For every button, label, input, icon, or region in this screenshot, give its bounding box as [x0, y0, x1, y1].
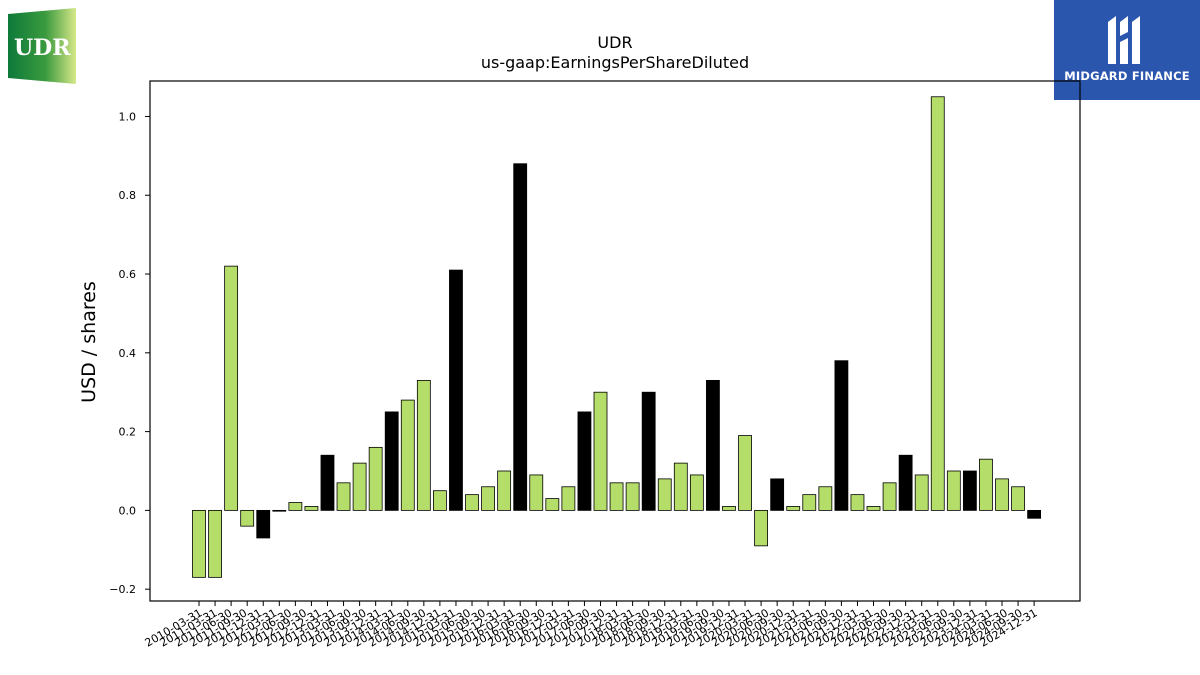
bar-15: [432, 490, 447, 511]
y-ticks-group: −0.2 0.0 0.2 0.4 0.6 0.8 1.0: [109, 110, 150, 596]
y-tick-label: 0.4: [119, 347, 137, 360]
bar-34: [738, 435, 752, 511]
bar-36: [770, 478, 785, 511]
bar-39: [818, 486, 833, 511]
bar-17: [465, 494, 479, 511]
bar-42: [866, 506, 881, 511]
bar-1: [208, 509, 222, 578]
bar-51: [1011, 486, 1025, 511]
bars-group: [192, 96, 1042, 578]
midgard-emblem-icon: [1108, 16, 1140, 64]
bar-7: [304, 506, 319, 511]
bar-37: [786, 506, 801, 511]
udr-logo: UDR: [8, 8, 76, 84]
y-tick-label: 0.8: [119, 189, 137, 202]
bar-50: [995, 478, 1009, 511]
midgard-finance-logo: MIDGARD FINANCE: [1054, 0, 1200, 100]
bar-5: [272, 509, 287, 512]
bar-52: [1027, 509, 1042, 519]
bar-21: [529, 474, 544, 511]
bar-13: [400, 399, 415, 511]
midgard-logo-text: MIDGARD FINANCE: [1064, 69, 1190, 83]
bar-27: [625, 482, 640, 511]
bar-8: [320, 454, 335, 511]
bar-18: [481, 486, 495, 511]
bar-30: [673, 462, 688, 511]
chart-subtitle: us-gaap:EarningsPerShareDiluted: [481, 53, 749, 72]
bar-23: [561, 486, 576, 511]
bar-14: [416, 379, 431, 511]
bar-47: [946, 470, 961, 511]
bar-24: [577, 411, 592, 511]
y-tick-label: 1.0: [119, 110, 137, 123]
y-tick-label: 0.6: [119, 268, 137, 281]
bar-44: [898, 454, 913, 511]
bar-46: [930, 96, 945, 511]
udr-logo-text: UDR: [14, 35, 71, 61]
y-axis-label: USD / shares: [78, 281, 100, 403]
bar-10: [352, 462, 367, 511]
bar-33: [722, 506, 736, 511]
y-tick-label: −0.2: [109, 583, 136, 596]
bar-32: [706, 379, 720, 511]
bar-2: [224, 265, 239, 511]
bar-9: [336, 482, 351, 511]
plot-frame: [149, 80, 1081, 602]
bar-25: [593, 391, 608, 511]
chart-title: UDR: [597, 33, 632, 52]
y-tick-label: 0.2: [119, 426, 137, 439]
bar-3: [240, 509, 255, 527]
x-ticks-group: 2010-03-312011-03-312011-06-302011-09-30…: [143, 601, 1040, 650]
bar-4: [256, 509, 271, 539]
bar-20: [513, 163, 528, 511]
bar-11: [368, 446, 383, 511]
y-tick-label: 0.0: [119, 504, 137, 517]
bar-26: [609, 482, 624, 511]
bar-12: [384, 411, 399, 511]
bar-16: [449, 269, 463, 511]
bar-40: [834, 360, 849, 511]
bar-41: [850, 494, 865, 511]
bar-29: [657, 478, 672, 511]
bar-6: [288, 502, 303, 511]
bar-22: [545, 498, 560, 511]
bar-48: [962, 470, 977, 511]
bar-43: [882, 482, 897, 511]
bar-45: [914, 474, 929, 511]
bar-49: [979, 458, 993, 511]
bar-35: [754, 509, 768, 547]
bar-38: [802, 494, 817, 511]
bar-0: [192, 509, 206, 578]
bar-28: [641, 391, 656, 511]
bar-19: [497, 470, 512, 511]
bar-31: [689, 474, 704, 511]
